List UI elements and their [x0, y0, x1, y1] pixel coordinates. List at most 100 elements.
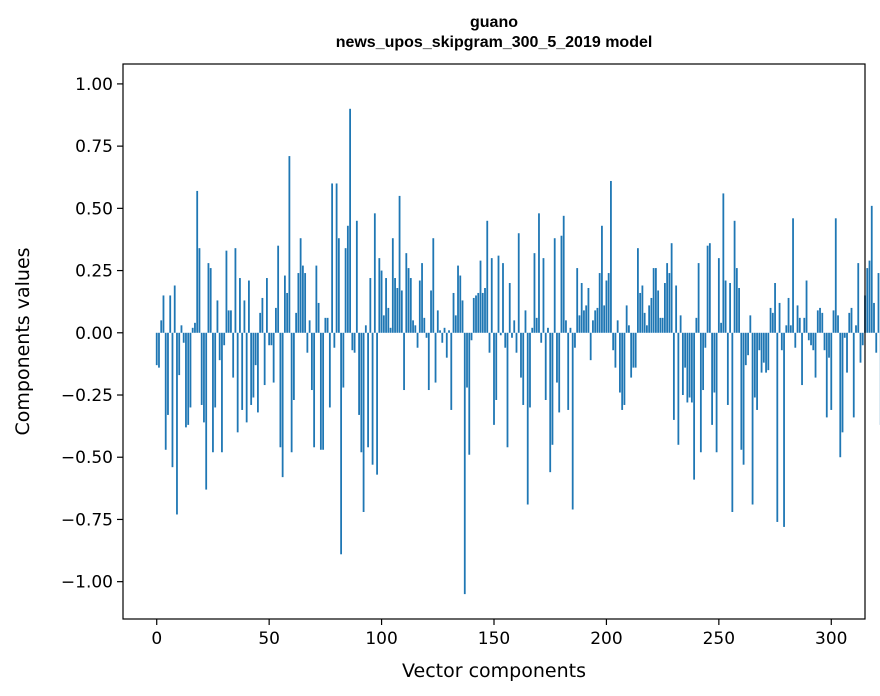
bar — [324, 317, 327, 333]
bar — [385, 278, 387, 333]
bar — [612, 332, 615, 351]
bar — [551, 332, 554, 445]
bar — [450, 332, 453, 410]
bar — [861, 332, 864, 346]
bar — [596, 307, 599, 333]
bar — [232, 332, 235, 378]
bar — [544, 332, 547, 400]
bar — [178, 332, 181, 376]
bar — [225, 250, 228, 333]
bar — [441, 332, 444, 343]
bar — [207, 263, 210, 333]
bar — [697, 263, 700, 333]
bar — [726, 332, 729, 405]
bar — [223, 332, 226, 346]
bar — [506, 332, 509, 448]
bar — [405, 253, 408, 333]
bar — [409, 278, 412, 333]
bar — [313, 332, 316, 448]
bar — [396, 287, 399, 333]
bar — [704, 332, 707, 348]
bar — [414, 325, 417, 333]
bar — [670, 243, 673, 333]
bar — [796, 305, 799, 333]
bar — [403, 332, 405, 391]
bar — [839, 332, 842, 458]
bar — [439, 330, 441, 333]
y-axis-label: Components values — [12, 247, 34, 435]
bar — [713, 332, 716, 393]
bar — [369, 278, 372, 333]
bar — [185, 332, 187, 428]
bar — [167, 332, 169, 415]
bar — [243, 300, 246, 333]
bar — [760, 332, 763, 373]
y-tick-label: 1.00 — [75, 75, 113, 95]
bar — [283, 275, 286, 333]
bar — [203, 332, 205, 423]
bar — [335, 183, 338, 333]
bar — [787, 297, 790, 333]
bar — [373, 213, 376, 333]
bar — [821, 312, 824, 333]
bar — [731, 332, 734, 512]
bar — [837, 315, 839, 333]
bar — [780, 332, 783, 351]
bar — [576, 268, 579, 333]
bar — [868, 260, 871, 333]
y-tick-label: 0.75 — [75, 137, 113, 157]
bar — [241, 332, 244, 410]
bar — [679, 315, 682, 333]
bar — [830, 332, 833, 410]
x-axis-label: Vector components — [402, 660, 586, 682]
bar — [578, 315, 581, 333]
bar — [511, 332, 513, 338]
bar — [825, 332, 828, 418]
bar — [187, 332, 190, 425]
bar — [744, 332, 747, 366]
bar — [248, 280, 250, 333]
bar — [452, 292, 455, 333]
bar — [778, 302, 781, 333]
bar — [794, 332, 797, 348]
bar — [394, 278, 396, 333]
bar — [562, 215, 565, 333]
bar — [376, 332, 378, 475]
bar — [281, 332, 284, 478]
bar — [472, 297, 475, 333]
bar — [457, 265, 459, 333]
bar — [245, 332, 248, 423]
bar — [274, 307, 277, 333]
bar — [461, 300, 464, 333]
bar — [340, 332, 343, 555]
bar — [855, 325, 857, 333]
bar — [176, 332, 178, 515]
bar — [650, 297, 653, 333]
bar — [749, 315, 752, 333]
bar — [805, 280, 808, 333]
bar — [337, 238, 340, 333]
bar — [812, 332, 815, 351]
bar — [598, 273, 601, 333]
bar — [432, 238, 435, 333]
bar — [652, 268, 655, 333]
bar — [529, 332, 531, 408]
bar — [333, 332, 336, 348]
bar — [834, 218, 837, 333]
bar — [493, 332, 495, 425]
bar — [520, 332, 522, 378]
bar — [798, 317, 801, 333]
x-tick-label: 200 — [590, 629, 622, 649]
bar — [643, 312, 646, 333]
bar — [641, 285, 644, 333]
bar — [162, 295, 165, 333]
bar — [601, 225, 603, 333]
bar — [756, 332, 758, 410]
bar — [346, 225, 349, 333]
bar — [729, 283, 731, 333]
bar — [753, 332, 756, 398]
bar — [720, 322, 722, 333]
bar — [639, 292, 642, 333]
bar — [212, 332, 214, 453]
bar — [762, 332, 765, 363]
